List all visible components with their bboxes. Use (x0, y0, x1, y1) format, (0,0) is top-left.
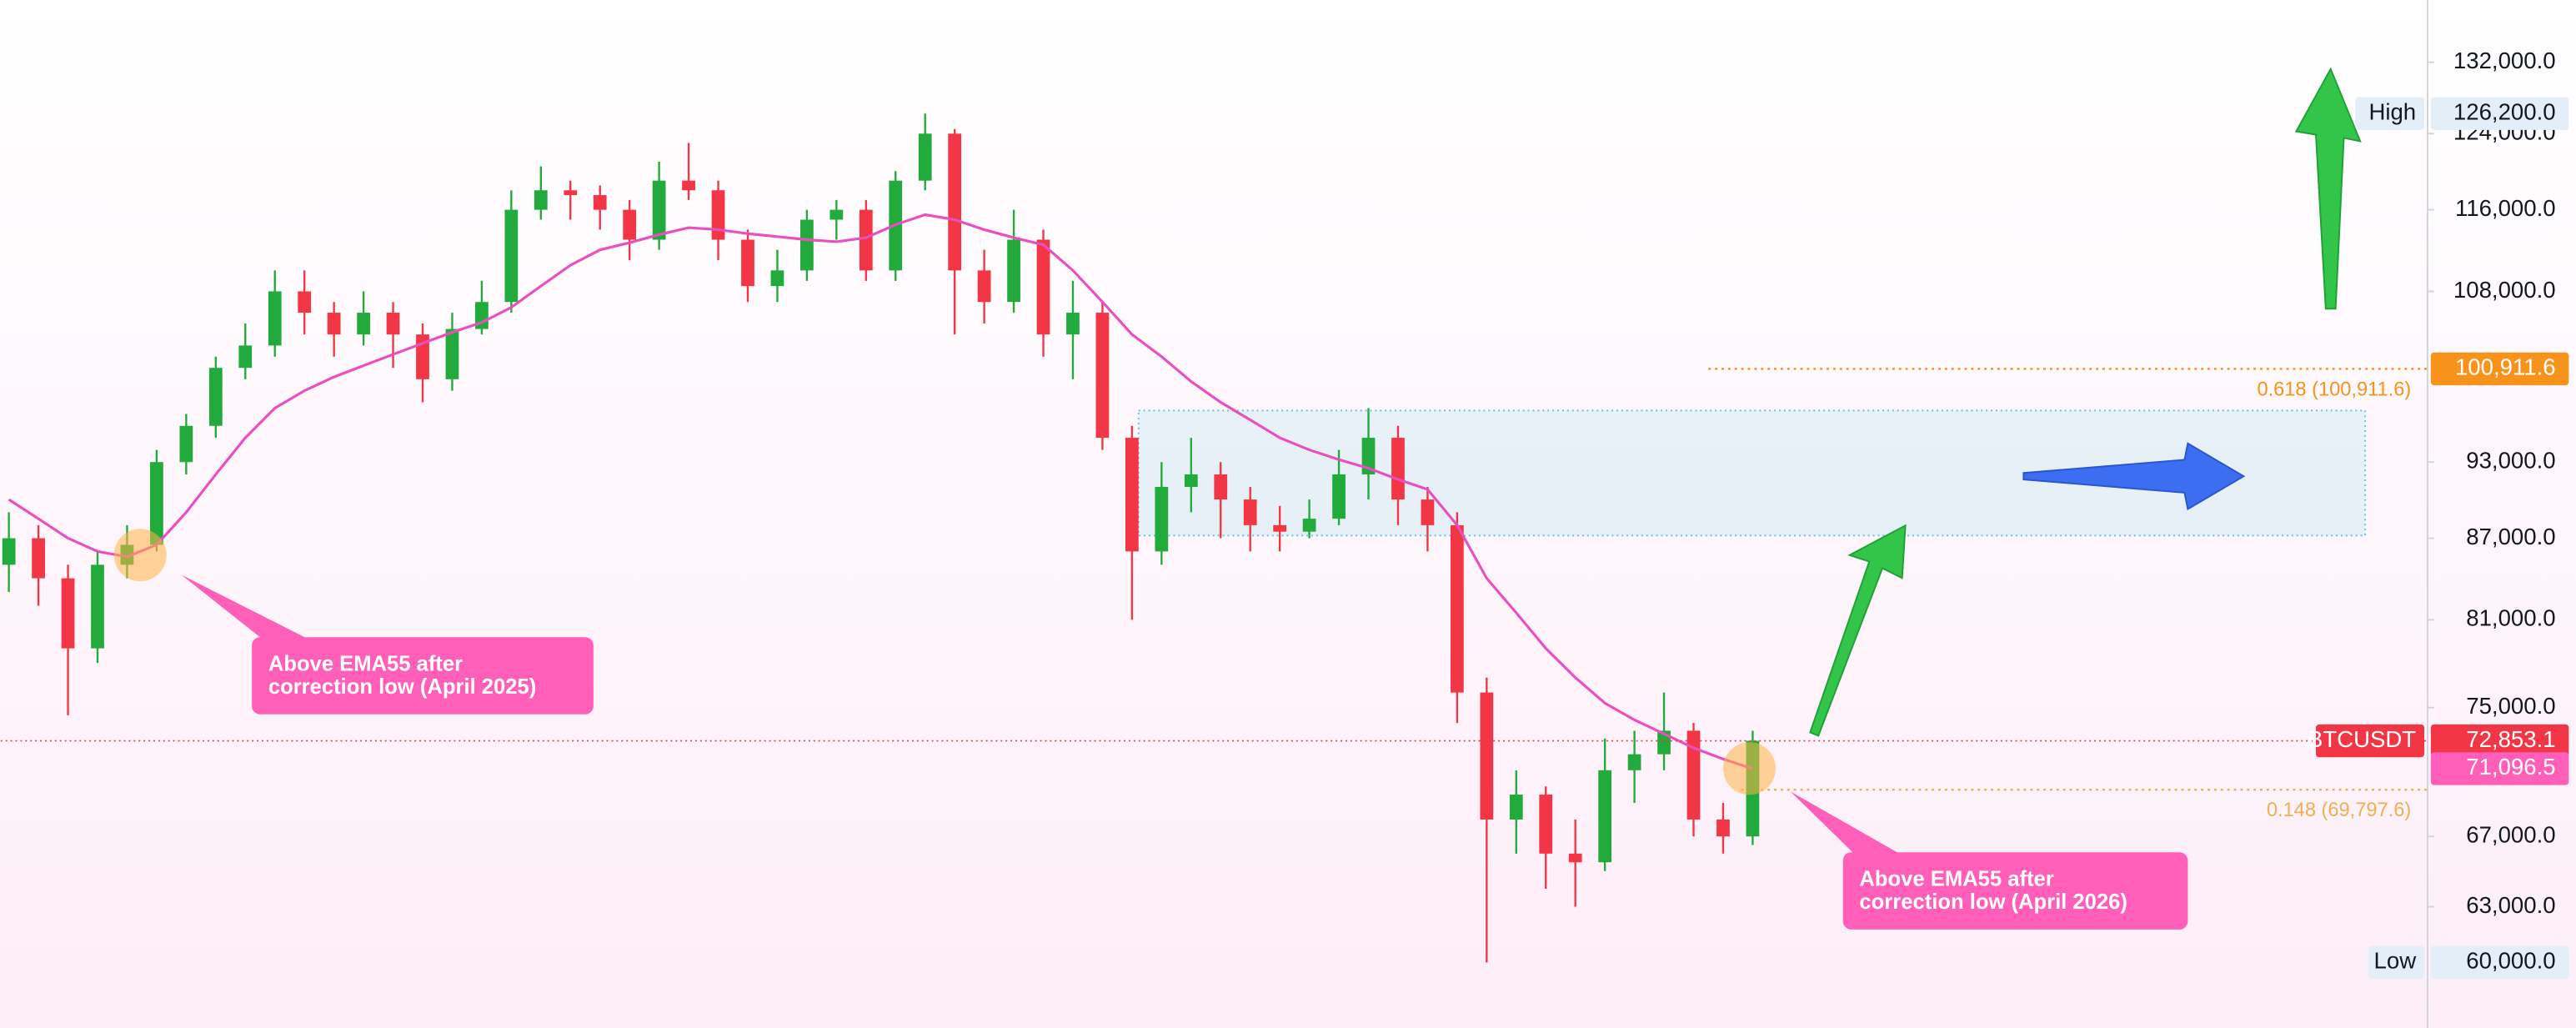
candle-body (1716, 819, 1730, 837)
price-label-box (2430, 352, 2569, 386)
candle-body (1007, 239, 1020, 303)
candle-body (1391, 438, 1405, 500)
candle-body (711, 190, 725, 240)
candle-body (977, 270, 991, 303)
y-tick-label: 67,000.0 (2466, 822, 2555, 848)
price-label-box (2430, 945, 2569, 980)
y-tick-label: 75,000.0 (2466, 693, 2555, 719)
candle-body (268, 291, 282, 346)
price-tag-box (2355, 97, 2424, 130)
candle-body (1332, 474, 1346, 519)
candle-body (770, 270, 784, 287)
candle-body (1184, 474, 1198, 487)
candle-body (1036, 239, 1050, 335)
ema-line (8, 213, 1753, 770)
price-label-box (2430, 97, 2569, 130)
callout-box (1842, 852, 2188, 930)
price-tag: High (2368, 98, 2416, 124)
price-label-box (2430, 752, 2569, 785)
candle-body (179, 425, 193, 463)
candle-body (357, 313, 370, 335)
y-tick-label: 108,000.0 (2453, 277, 2556, 303)
price-tag: BTCUSDT (2308, 726, 2416, 752)
price-label: 126,200.0 (2453, 98, 2556, 124)
candle-body (1273, 524, 1287, 532)
candle-body (32, 538, 45, 579)
callout-text: Above EMA55 after (268, 652, 463, 675)
candle-body (91, 564, 104, 649)
candle-body (1627, 754, 1641, 770)
fib-label: 0.148 (69,797.6) (2267, 800, 2411, 821)
price-label: 60,000.0 (2466, 948, 2555, 974)
candle-body (593, 195, 607, 210)
y-tick-label: 116,000.0 (2455, 195, 2556, 221)
candle-body (2, 538, 16, 565)
price-tag-box (2316, 724, 2424, 758)
candle-body (150, 462, 163, 545)
candle-body (682, 180, 695, 191)
candle-body (1361, 438, 1376, 475)
price-tag-box (2368, 945, 2424, 980)
y-tick-label: 81,000.0 (2466, 605, 2555, 631)
price-tag: Low (2374, 948, 2417, 974)
highlight-circle (1722, 742, 1776, 795)
candle-body (1568, 853, 1582, 863)
up-arrow (2294, 67, 2362, 310)
candle-body (534, 190, 548, 210)
candle-body (564, 190, 578, 196)
callout-box (252, 637, 594, 715)
highlight-circle (113, 529, 167, 582)
candle-body (386, 313, 400, 335)
candle-body (1509, 795, 1523, 820)
candle-body (1539, 795, 1553, 854)
right-arrow (2022, 442, 2246, 511)
y-tick-label: 93,000.0 (2466, 448, 2555, 474)
y-tick-label: 63,000.0 (2466, 892, 2555, 918)
callout-pointer (181, 574, 318, 644)
candle-body (1686, 730, 1701, 820)
candle-body (298, 291, 312, 313)
candle-body (918, 133, 932, 181)
candle-body (859, 209, 873, 271)
candle-body (741, 239, 754, 287)
candle-body (1155, 486, 1169, 552)
candle-body (1421, 499, 1435, 525)
price-label: 71,096.5 (2466, 754, 2555, 780)
candle-body (504, 209, 519, 303)
candle-body (208, 368, 223, 426)
candle-body (1095, 313, 1110, 439)
callout-text: correction low (April 2025) (268, 675, 536, 699)
candle-body (327, 313, 341, 335)
candle-body (652, 180, 666, 240)
candle-body (1214, 474, 1228, 500)
callout-pointer (1790, 791, 1909, 860)
candle-body (1125, 438, 1139, 552)
candle-body (445, 328, 459, 379)
candle-body (1302, 519, 1316, 532)
callout-text: correction low (April 2026) (1859, 890, 2127, 914)
fib-label: 0.618 (100,911.6) (2257, 379, 2411, 400)
candle-body (948, 133, 962, 271)
candle-body (1243, 499, 1257, 525)
price-label: 100,911.6 (2455, 354, 2556, 380)
y-tick-label: 132,000.0 (2453, 48, 2556, 73)
candle-body (61, 578, 75, 649)
candle-body (623, 209, 637, 240)
candle-body (1450, 524, 1464, 693)
candle-body (238, 345, 253, 369)
candle-body (1598, 770, 1612, 863)
candle-body (1480, 692, 1494, 820)
price-axis: 132,000.0124,000.0116,000.0108,000.093,0… (2308, 48, 2569, 980)
candle-body (829, 209, 844, 220)
price-label: 72,853.1 (2466, 726, 2555, 752)
candle-body (800, 219, 814, 271)
plot: 0.618 (100,911.6) 0.148 (69,797.6) Above E… (0, 113, 2428, 963)
candle-body (1066, 313, 1080, 335)
y-tick-label: 87,000.0 (2466, 524, 2555, 549)
callout-text: Above EMA55 after (1859, 867, 2053, 890)
up-arrow (1809, 524, 1907, 737)
price-label-box (2430, 724, 2569, 758)
